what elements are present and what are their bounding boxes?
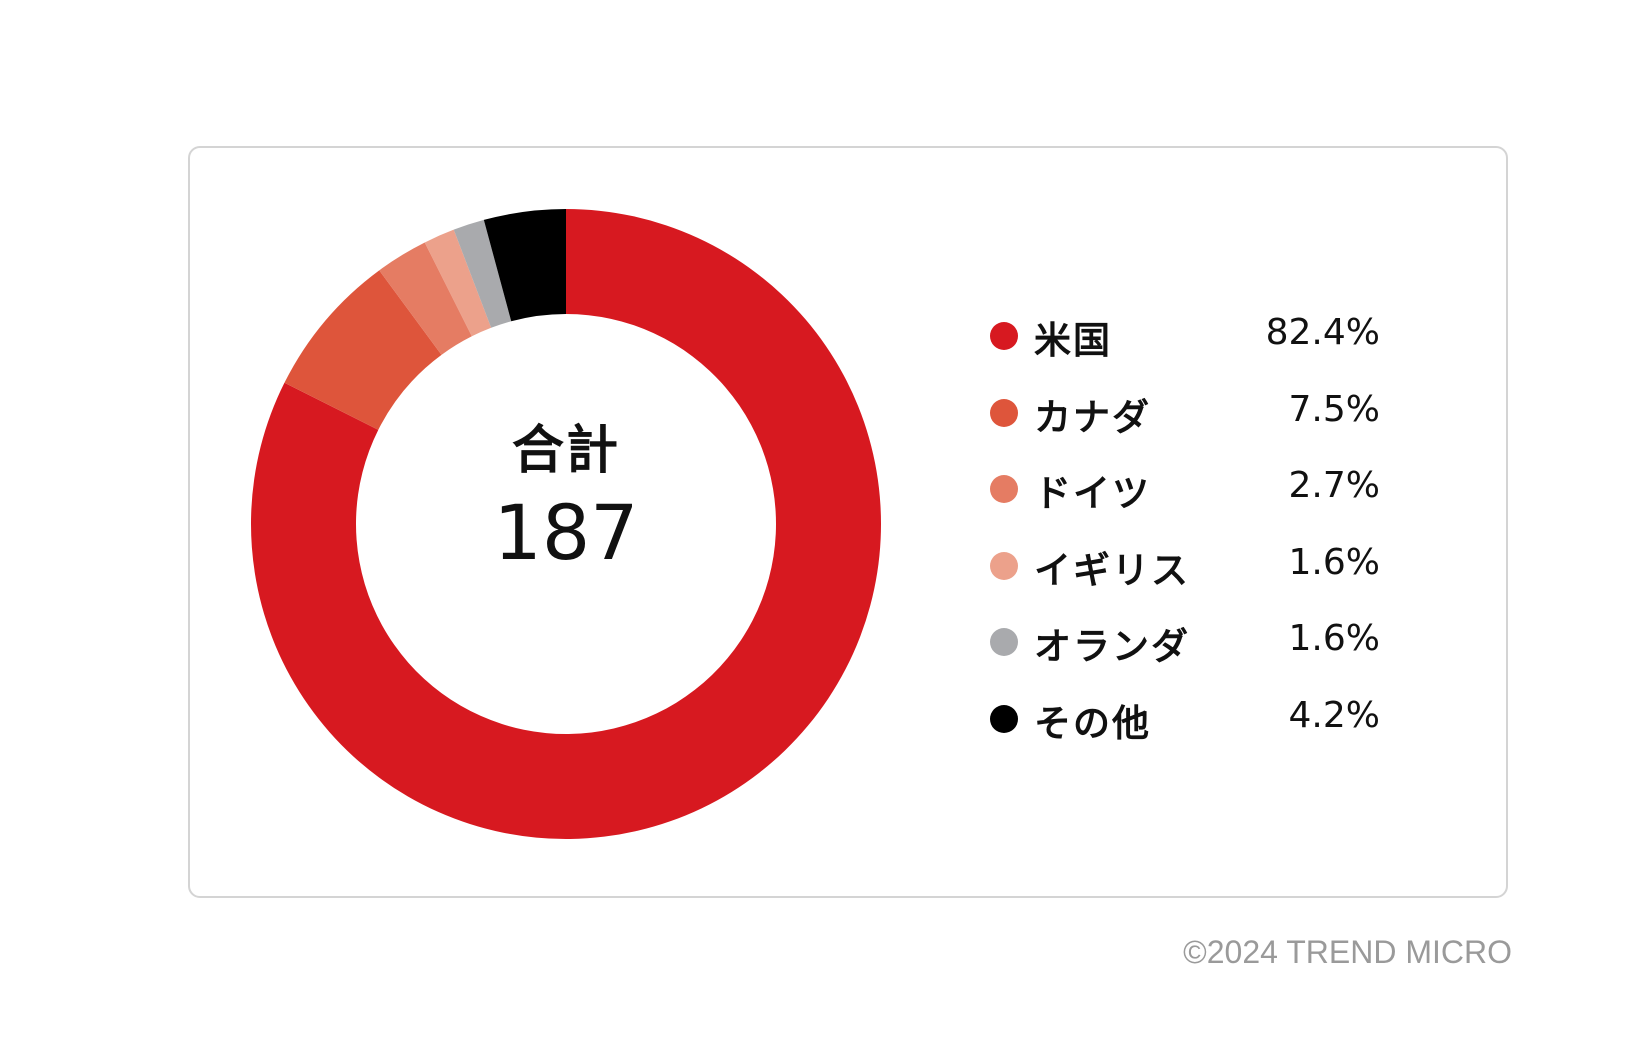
center-total-label: 合計 xyxy=(511,421,620,481)
legend-swatch xyxy=(990,322,1018,350)
legend-value: 2.7% xyxy=(1288,465,1380,506)
legend-label: その他 xyxy=(1034,701,1151,745)
legend: 米国 82.4% カナダ 7.5% ドイツ 2.7% イギリス 1.6% オラン… xyxy=(990,306,1390,765)
legend-label: カナダ xyxy=(1034,395,1151,439)
legend-item-germany: ドイツ 2.7% xyxy=(990,459,1390,536)
legend-value: 7.5% xyxy=(1288,388,1380,430)
legend-label: ドイツ xyxy=(1034,472,1151,515)
donut-slice-other xyxy=(483,209,566,322)
legend-item-netherlands: オランダ 1.6% xyxy=(990,612,1390,689)
donut-slice-germany xyxy=(379,242,472,355)
donut-slices xyxy=(251,209,882,839)
donut-slice-canada xyxy=(284,270,442,430)
donut-slice-uk xyxy=(424,229,492,337)
copyright-text: ©2024 TREND MICRO xyxy=(1183,934,1512,970)
legend-value: 1.6% xyxy=(1288,541,1380,583)
legend-swatch xyxy=(990,551,1018,580)
center-total-value: 187 xyxy=(493,488,639,577)
donut-slice-us xyxy=(251,209,882,839)
donut-slice-netherlands xyxy=(453,219,512,328)
legend-label: オランダ xyxy=(1034,625,1190,668)
legend-label: イギリス xyxy=(1034,548,1190,592)
legend-swatch xyxy=(990,398,1018,427)
legend-label: 米国 xyxy=(1034,319,1112,362)
legend-swatch xyxy=(990,704,1018,733)
legend-value: 4.2% xyxy=(1288,694,1380,736)
legend-item-uk: イギリス 1.6% xyxy=(990,536,1390,613)
legend-swatch xyxy=(990,628,1018,656)
legend-item-other: その他 4.2% xyxy=(990,689,1390,766)
legend-item-us: 米国 82.4% xyxy=(990,306,1390,383)
legend-value: 1.6% xyxy=(1288,618,1380,659)
legend-item-canada: カナダ 7.5% xyxy=(990,383,1390,460)
legend-swatch xyxy=(990,475,1018,503)
legend-value: 82.4% xyxy=(1265,312,1380,353)
